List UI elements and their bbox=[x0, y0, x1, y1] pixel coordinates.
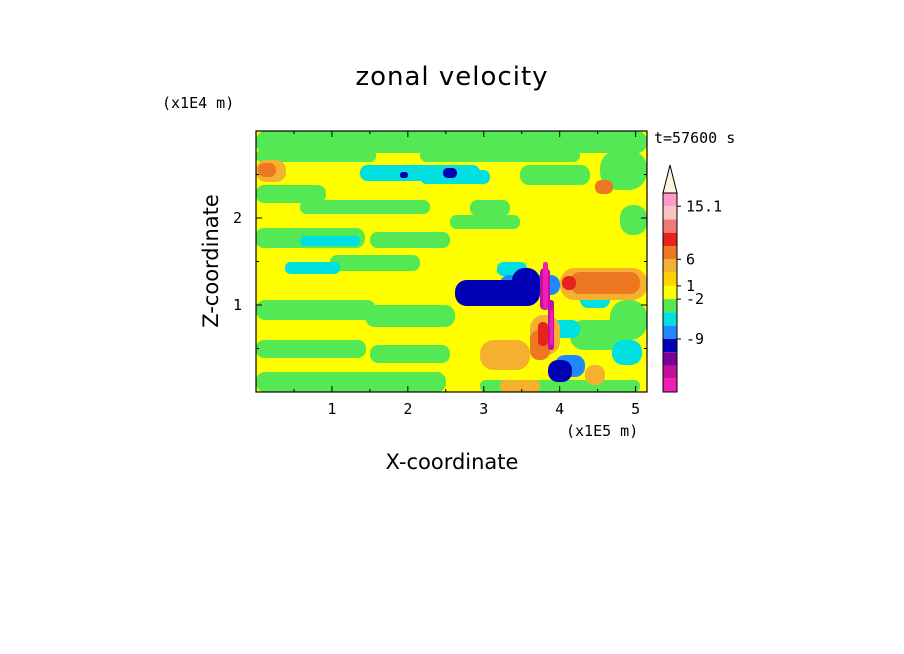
y-axis-label: Z-coordinate bbox=[199, 194, 223, 328]
field-region bbox=[548, 360, 572, 382]
colorbar-label: 6 bbox=[686, 250, 695, 268]
colorbar-swatch bbox=[663, 206, 677, 220]
field-region bbox=[443, 168, 457, 178]
field-region bbox=[256, 340, 366, 358]
field-region bbox=[480, 340, 530, 370]
colorbar-label: -9 bbox=[686, 330, 704, 348]
field-region bbox=[595, 180, 613, 194]
field-region bbox=[420, 148, 580, 162]
field-region bbox=[300, 236, 360, 246]
field-region bbox=[256, 185, 326, 203]
x-tick-label: 3 bbox=[479, 400, 488, 418]
field-region bbox=[512, 268, 540, 306]
field-region bbox=[300, 200, 430, 214]
chart-title: zonal velocity bbox=[355, 62, 548, 92]
field-region bbox=[450, 215, 520, 229]
colorbar-swatch bbox=[663, 259, 677, 273]
field-region bbox=[370, 232, 450, 248]
colorbar: 15.1 6 1-2 -9 bbox=[662, 164, 722, 393]
colorbar-swatch bbox=[663, 352, 677, 366]
field-region bbox=[400, 172, 408, 178]
field-region bbox=[256, 150, 376, 162]
field-region bbox=[256, 300, 376, 320]
y-ticks: 12 bbox=[233, 174, 647, 349]
colorbar-swatch bbox=[663, 285, 677, 300]
colorbar-swatch bbox=[663, 246, 677, 260]
colorbar-swatch bbox=[663, 378, 677, 392]
contour-field bbox=[256, 131, 647, 392]
y-tick-label: 1 bbox=[233, 296, 242, 314]
field-region bbox=[256, 131, 647, 153]
colorbar-swatch bbox=[663, 338, 677, 353]
colorbar-label: 15.1 bbox=[686, 197, 722, 215]
colorbar-frame bbox=[662, 192, 678, 393]
field-region bbox=[256, 372, 446, 392]
field-region bbox=[550, 310, 553, 345]
colorbar-swatch bbox=[663, 325, 677, 339]
colorbar-swatch bbox=[663, 219, 677, 233]
x-tick-label: 5 bbox=[631, 400, 640, 418]
field-region bbox=[285, 262, 340, 274]
colorbar-swatch bbox=[663, 193, 677, 207]
field-region bbox=[570, 320, 630, 350]
colorbar-swatch bbox=[663, 272, 677, 286]
field-region bbox=[470, 200, 510, 216]
field-region bbox=[370, 345, 450, 363]
field-region bbox=[600, 150, 647, 190]
colorbar-swatch bbox=[663, 232, 677, 247]
y-tick-label: 2 bbox=[233, 209, 242, 227]
x-axis-label: X-coordinate bbox=[386, 450, 519, 474]
y-multiplier-label: (x1E4 m) bbox=[162, 94, 234, 112]
field-region bbox=[612, 340, 642, 365]
colorbar-label: 1 bbox=[686, 277, 695, 295]
field-region bbox=[500, 380, 540, 392]
colorbar-label: -2 bbox=[686, 290, 704, 308]
field-region bbox=[543, 262, 548, 310]
field-region bbox=[538, 322, 548, 346]
x-tick-label: 1 bbox=[327, 400, 336, 418]
x-tick-label: 4 bbox=[555, 400, 564, 418]
x-ticks: 1 2 3 4 5 bbox=[293, 131, 640, 418]
field-region bbox=[562, 276, 576, 290]
field-region bbox=[620, 205, 647, 235]
field-region bbox=[585, 365, 605, 385]
field-region bbox=[365, 305, 455, 327]
field-region bbox=[520, 165, 590, 185]
colorbar-swatch bbox=[663, 299, 677, 313]
time-label: t=57600 s bbox=[654, 129, 735, 147]
colorbar-extend-max bbox=[662, 164, 678, 194]
colorbar-swatch bbox=[663, 312, 677, 326]
x-tick-label: 2 bbox=[403, 400, 412, 418]
x-multiplier-label: (x1E5 m) bbox=[566, 422, 638, 440]
field-region bbox=[258, 163, 276, 177]
colorbar-swatch bbox=[663, 365, 677, 379]
field-region bbox=[570, 272, 640, 294]
field-region bbox=[330, 255, 420, 271]
